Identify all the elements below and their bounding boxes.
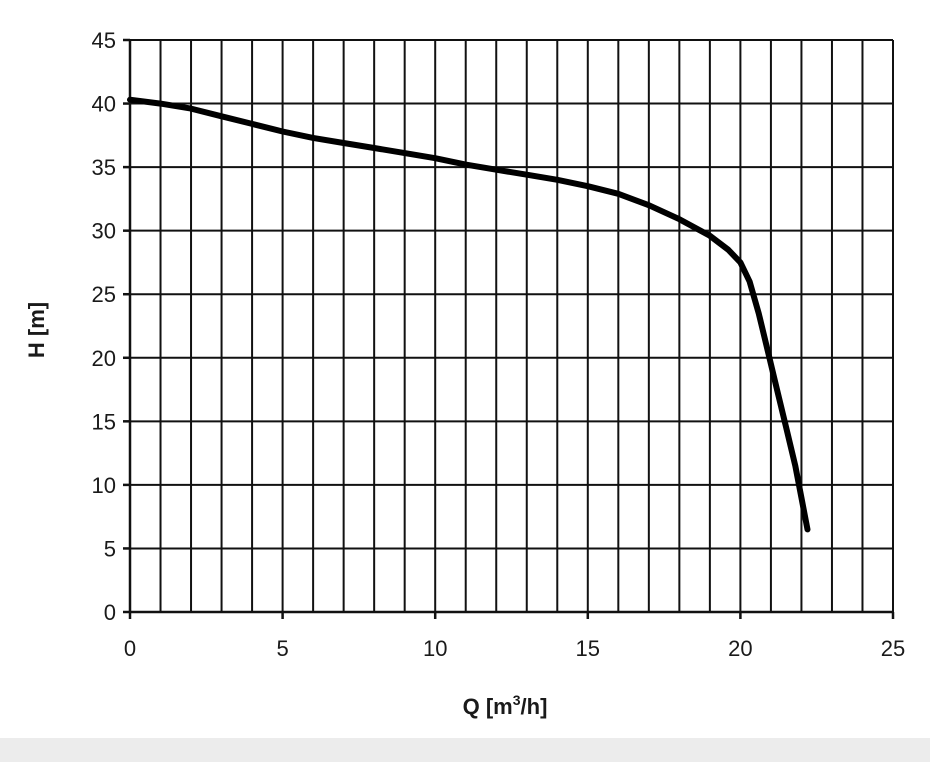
y-tick-label: 25 xyxy=(92,282,116,307)
axes xyxy=(123,38,895,619)
x-tick-label: 15 xyxy=(576,636,600,661)
y-tick-label: 45 xyxy=(92,28,116,53)
x-tick-label: 10 xyxy=(423,636,447,661)
x-tick-label: 0 xyxy=(124,636,136,661)
x-tick-label: 5 xyxy=(276,636,288,661)
grid xyxy=(129,39,894,613)
y-tick-label: 5 xyxy=(104,536,116,561)
tick-labels: 0 5 10 15 20 25 30 35 40 45 0 5 10 15 20 25 xyxy=(92,28,906,661)
series xyxy=(127,96,811,533)
series-line-0 xyxy=(127,96,811,533)
x-tick-label: 20 xyxy=(728,636,752,661)
y-axis-title: H [m] xyxy=(24,302,49,358)
x-tick-label: 25 xyxy=(881,636,905,661)
y-tick-label: 40 xyxy=(92,92,116,117)
y-tick-label: 35 xyxy=(92,155,116,180)
y-tick-label: 20 xyxy=(92,346,116,371)
x-axis-title: Q [m3/h] xyxy=(463,692,548,719)
y-tick-label: 15 xyxy=(92,409,116,434)
y-tick-label: 0 xyxy=(104,600,116,625)
bottom-band xyxy=(0,738,930,762)
y-tick-label: 10 xyxy=(92,473,116,498)
y-tick-label: 30 xyxy=(92,219,116,244)
